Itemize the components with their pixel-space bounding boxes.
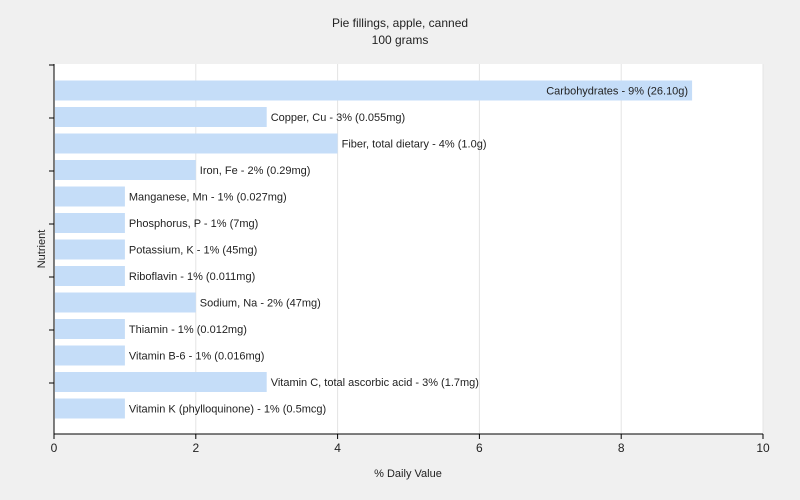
bar-6 — [55, 239, 125, 260]
chart-subtitle: 100 grams — [372, 33, 429, 47]
bar-label-10: Vitamin B-6 - 1% (0.016mg) — [129, 351, 265, 363]
bar-11 — [55, 372, 267, 392]
bar-4 — [55, 186, 125, 207]
bar-label-1: Copper, Cu - 3% (0.055mg) — [271, 112, 406, 124]
bar-12 — [55, 398, 125, 419]
bar-3 — [55, 160, 196, 180]
bar-label-7: Riboflavin - 1% (0.011mg) — [129, 271, 255, 283]
bar-8 — [55, 292, 196, 313]
bar-5 — [55, 213, 125, 233]
chart-title: Pie fillings, apple, canned — [332, 16, 468, 30]
bar-label-4: Manganese, Mn - 1% (0.027mg) — [129, 192, 287, 204]
bar-10 — [55, 345, 125, 366]
bar-label-9: Thiamin - 1% (0.012mg) — [129, 324, 247, 336]
x-tick-label-1: 2 — [192, 441, 199, 455]
y-axis-label: Nutrient — [36, 230, 48, 269]
x-tick-label-3: 6 — [476, 441, 483, 455]
bar-label-2: Fiber, total dietary - 4% (1.0g) — [342, 139, 487, 151]
x-tick-label-2: 4 — [334, 441, 341, 455]
bar-label-11: Vitamin C, total ascorbic acid - 3% (1.7… — [271, 377, 479, 389]
bar-label-8: Sodium, Na - 2% (47mg) — [200, 298, 321, 310]
x-tick-label-5: 10 — [756, 441, 770, 455]
bar-label-12: Vitamin K (phylloquinone) - 1% (0.5mcg) — [129, 404, 326, 416]
bar-9 — [55, 319, 125, 339]
x-tick-label-4: 8 — [618, 441, 625, 455]
bar-7 — [55, 266, 125, 286]
x-tick-label-0: 0 — [51, 441, 58, 455]
bar-label-3: Iron, Fe - 2% (0.29mg) — [200, 165, 311, 177]
bar-label-6: Potassium, K - 1% (45mg) — [129, 245, 257, 257]
bar-label-5: Phosphorus, P - 1% (7mg) — [129, 218, 258, 230]
bar-label-0: Carbohydrates - 9% (26.10g) — [546, 86, 688, 98]
bar-1 — [55, 107, 267, 127]
x-axis-label: % Daily Value — [374, 468, 442, 480]
bar-2 — [55, 133, 338, 154]
bar-0 — [55, 80, 693, 101]
